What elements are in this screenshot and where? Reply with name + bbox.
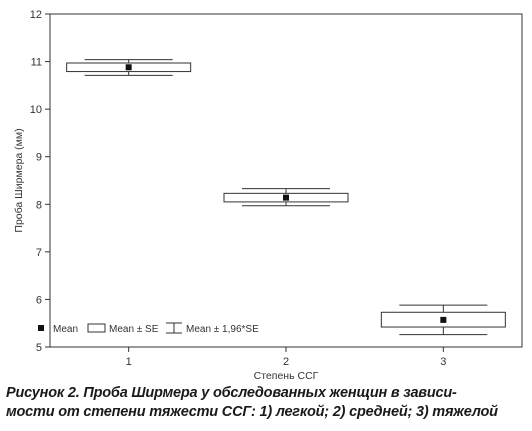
x-tick-label: 2 [283,356,289,368]
x-tick-label: 1 [126,356,132,368]
legend-se-label: Mean ± SE [109,324,159,335]
y-tick-label: 8 [36,199,42,211]
legend-mean-marker [38,325,44,331]
mean-marker [440,316,447,323]
mean-marker [283,194,289,201]
y-axis-label: Проба Ширмера (мм) [13,128,25,232]
y-tick-label: 10 [30,104,42,116]
figure-caption: Рисунок 2. Проба Ширмера у обследованных… [6,384,526,422]
legend-se-box [87,323,106,333]
box-group-2 [223,188,349,207]
legend: Mean Mean ± SE Mean ± 1,96*SE [38,322,259,335]
mean-marker [125,64,132,71]
y-axis: 5 6 7 8 9 10 11 12 [30,9,50,354]
y-tick-label: 9 [36,152,42,164]
y-tick-label: 11 [31,57,42,69]
x-axis: 1 2 3 [126,347,446,368]
x-tick-label: 3 [440,356,446,368]
legend-ci-label: Mean ± 1,96*SE [186,324,259,335]
caption-line-2: мости от степени тяжести ССГ: 1) легкой;… [6,404,498,420]
box-group-3 [380,304,506,336]
box-group-1 [66,59,192,76]
y-tick-label: 12 [30,9,42,21]
y-tick-label: 6 [36,294,42,306]
y-tick-label: 5 [36,342,42,354]
legend-mean-label: Mean [53,324,78,335]
caption-line-1: Рисунок 2. Проба Ширмера у обследованных… [6,385,457,401]
x-axis-label: Степень ССГ [254,370,319,382]
plot-area [66,59,506,336]
legend-ci-whisker [166,322,182,334]
y-tick-label: 7 [36,247,42,259]
